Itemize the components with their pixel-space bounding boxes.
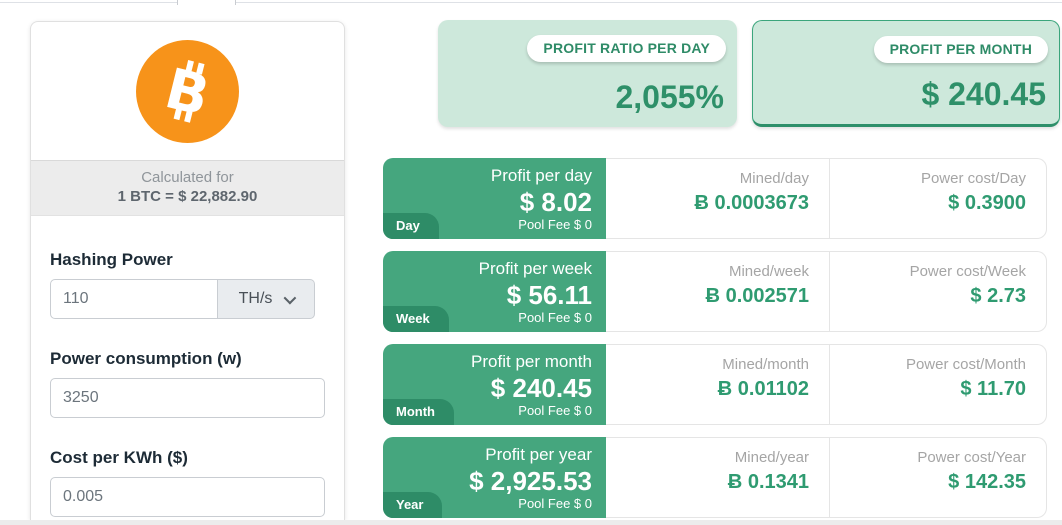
- coin-logo-section: B: [31, 22, 344, 160]
- pool-fee-label: Pool Fee $ 0: [518, 403, 592, 418]
- top-divider: [0, 2, 1062, 3]
- profit-per-month-value: $ 240.45: [921, 76, 1046, 112]
- pool-fee-label: Pool Fee $ 0: [518, 310, 592, 325]
- mined-label: Mined/week: [728, 263, 809, 280]
- active-tab-notch[interactable]: [177, 0, 236, 5]
- mined-value: Ƀ 0.002571: [705, 285, 809, 307]
- mined-cell: Mined/day Ƀ 0.0003673: [606, 159, 830, 238]
- profit-label: Profit per week: [478, 259, 592, 278]
- profit-ratio-card: PROFIT RATIO PER DAY 2,055%: [438, 20, 737, 127]
- power-cost-label: Power cost/Day: [920, 170, 1026, 187]
- rate-strip: Calculated for 1 BTC = $ 22,882.90: [31, 160, 344, 216]
- profit-ratio-value: 2,055%: [615, 79, 724, 115]
- power-cost-cell: Power cost/Year $ 142.35: [830, 438, 1046, 517]
- chevron-down-icon: [283, 291, 297, 304]
- profit-per-month-badge: PROFIT PER MONTH: [873, 36, 1048, 63]
- bitcoin-icon: B: [136, 39, 239, 143]
- power-cost-cell: Power cost/Day $ 0.3900: [830, 159, 1046, 238]
- mined-cell: Mined/week Ƀ 0.002571: [606, 252, 830, 331]
- profit-value: $ 2,925.53: [469, 465, 592, 496]
- calculated-for-label: Calculated for: [141, 169, 234, 186]
- profit-label: Profit per year: [485, 445, 592, 464]
- tab-month[interactable]: Month: [383, 399, 454, 425]
- cost-per-kwh-label: Cost per KWh ($): [50, 448, 188, 467]
- hashing-power-input[interactable]: [50, 279, 218, 319]
- calculator-form: Hashing Power TH/s Power consumption (w)…: [31, 216, 344, 517]
- power-consumption-field: Power consumption (w): [50, 349, 325, 418]
- hashing-power-unit-select[interactable]: TH/s: [218, 279, 315, 319]
- mined-label: Mined/month: [722, 356, 809, 373]
- stats-panel-week: Mined/week Ƀ 0.002571 Power cost/Week $ …: [606, 251, 1047, 332]
- next-section-edge: [0, 520, 1062, 525]
- mined-cell: Mined/month Ƀ 0.01102: [606, 345, 830, 424]
- mined-value: Ƀ 0.0003673: [694, 192, 809, 214]
- power-cost-label: Power cost/Month: [905, 356, 1026, 373]
- pool-fee-label: Pool Fee $ 0: [518, 496, 592, 511]
- tab-week[interactable]: Week: [383, 306, 449, 332]
- cost-per-kwh-field: Cost per KWh ($): [50, 448, 325, 517]
- power-cost-value: $ 2.73: [970, 285, 1026, 307]
- mined-label: Mined/day: [739, 170, 809, 187]
- profit-value: $ 8.02: [519, 186, 592, 217]
- hashing-power-label: Hashing Power: [50, 250, 173, 269]
- mined-value: Ƀ 0.01102: [717, 378, 809, 400]
- period-row-year: Profit per year $ 2,925.53 Pool Fee $ 0 …: [383, 437, 1047, 518]
- mined-label: Mined/year: [734, 449, 809, 466]
- stats-panel-day: Mined/day Ƀ 0.0003673 Power cost/Day $ 0…: [606, 158, 1047, 239]
- btc-rate-value: 1 BTC = $ 22,882.90: [117, 188, 258, 205]
- power-cost-label: Power cost/Week: [909, 263, 1026, 280]
- profit-value: $ 56.11: [506, 279, 592, 310]
- stats-panel-year: Mined/year Ƀ 0.1341 Power cost/Year $ 14…: [606, 437, 1047, 518]
- power-cost-value: $ 11.70: [960, 378, 1026, 400]
- mined-value: Ƀ 0.1341: [727, 471, 809, 493]
- mined-cell: Mined/year Ƀ 0.1341: [606, 438, 830, 517]
- power-consumption-input[interactable]: [50, 378, 325, 418]
- power-cost-label: Power cost/Year: [917, 449, 1026, 466]
- profit-label: Profit per day: [490, 166, 592, 185]
- profit-value: $ 240.45: [490, 372, 592, 403]
- tab-day[interactable]: Day: [383, 213, 439, 239]
- period-row-month: Profit per month $ 240.45 Pool Fee $ 0 M…: [383, 344, 1047, 425]
- hashing-power-unit-value: TH/s: [238, 290, 273, 307]
- calculator-panel: B Calculated for 1 BTC = $ 22,882.90 Has…: [30, 21, 345, 520]
- cost-per-kwh-input[interactable]: [50, 477, 325, 517]
- power-cost-cell: Power cost/Week $ 2.73: [830, 252, 1046, 331]
- period-row-day: Profit per day $ 8.02 Pool Fee $ 0 Day M…: [383, 158, 1047, 239]
- power-cost-value: $ 142.35: [948, 471, 1026, 493]
- pool-fee-label: Pool Fee $ 0: [518, 217, 592, 232]
- period-row-week: Profit per week $ 56.11 Pool Fee $ 0 Wee…: [383, 251, 1047, 332]
- profit-per-month-card: PROFIT PER MONTH $ 240.45: [752, 20, 1060, 127]
- profit-label: Profit per month: [471, 352, 592, 371]
- profit-ratio-badge: PROFIT RATIO PER DAY: [527, 35, 726, 62]
- power-cost-cell: Power cost/Month $ 11.70: [830, 345, 1046, 424]
- stats-panel-month: Mined/month Ƀ 0.01102 Power cost/Month $…: [606, 344, 1047, 425]
- hashing-power-field: Hashing Power TH/s: [50, 250, 324, 319]
- power-consumption-label: Power consumption (w): [50, 349, 242, 368]
- tab-year[interactable]: Year: [383, 492, 443, 518]
- power-cost-value: $ 0.3900: [948, 192, 1026, 214]
